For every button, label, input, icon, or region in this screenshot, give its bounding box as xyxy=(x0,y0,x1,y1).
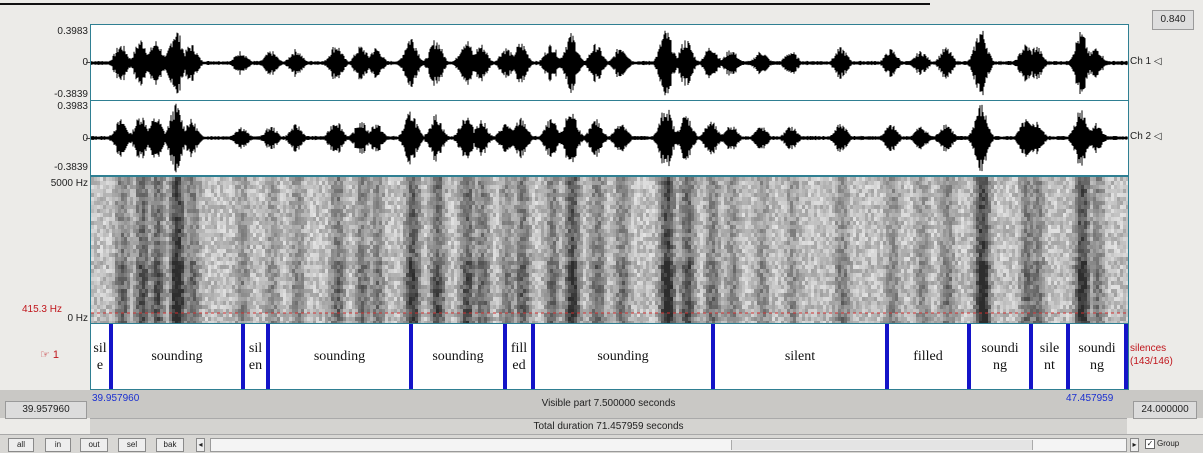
tier-interval-label-line2: ed xyxy=(511,357,527,374)
ch1-min-label: -0.3839 xyxy=(8,89,88,100)
ch1-waveform xyxy=(91,25,1128,101)
tier-interval-label-line1: sounding xyxy=(597,348,648,365)
interval-boundary[interactable] xyxy=(1124,324,1128,389)
tier-interval-label-line2: ng xyxy=(1078,357,1115,374)
tier-name-line2: (143/146) xyxy=(1130,355,1173,368)
bottom-toolbar: all in out sel bak ◂ ▸ ✓Group xyxy=(0,434,1203,453)
tier-interval-label-line1: soundi xyxy=(1078,340,1115,357)
tier-interval-label-line1: sounding xyxy=(151,348,202,365)
ch1-waveform-panel[interactable] xyxy=(90,24,1129,102)
ch2-zero-label: 0 xyxy=(8,133,88,144)
tier-interval[interactable]: silent xyxy=(715,324,885,389)
interval-boundary[interactable] xyxy=(885,324,889,389)
tier-pointer-icon: ☞ xyxy=(40,349,53,361)
tier-interval-label-line1: sounding xyxy=(314,348,365,365)
tier-interval-text: silent xyxy=(785,348,815,365)
interval-boundary[interactable] xyxy=(409,324,413,389)
zoom-all-button[interactable]: all xyxy=(8,438,34,452)
interval-boundary[interactable] xyxy=(266,324,270,389)
interval-boundary[interactable] xyxy=(1029,324,1033,389)
tier-interval-text: sounding xyxy=(151,348,202,365)
tier-interval-text: sounding xyxy=(314,348,365,365)
zoom-selection-button[interactable]: sel xyxy=(118,438,146,452)
left-outer-time[interactable]: 39.957960 xyxy=(5,401,87,419)
tier-interval-label-line1: sile xyxy=(1040,340,1059,357)
tier-interval-label-line2: e xyxy=(93,357,106,374)
tier-interval-label-line1: fill xyxy=(511,340,527,357)
zoom-out-button[interactable]: out xyxy=(80,438,108,452)
tier-interval-label-line1: sil xyxy=(93,340,106,357)
tier-interval-label-line1: sil xyxy=(249,340,262,357)
tier-interval-label-line1: filled xyxy=(913,348,943,365)
tier-interval[interactable]: sounding xyxy=(535,324,711,389)
spectrogram xyxy=(91,177,1128,323)
visible-end-time: 47.457959 xyxy=(1066,393,1113,404)
tier-interval-label-line2: en xyxy=(249,357,262,374)
zoom-in-button[interactable]: in xyxy=(45,438,71,452)
ch1-zero-label: 0 xyxy=(8,57,88,68)
tier-interval-label-line2: ng xyxy=(981,357,1018,374)
interval-boundary[interactable] xyxy=(531,324,535,389)
interval-boundary[interactable] xyxy=(109,324,113,389)
total-duration-label[interactable]: Total duration 71.457959 seconds xyxy=(90,418,1127,434)
ch2-waveform-panel[interactable] xyxy=(90,100,1129,176)
tier-interval[interactable]: sounding xyxy=(270,324,409,389)
tier-name[interactable]: silences (143/146) xyxy=(1130,342,1173,368)
group-checkbox[interactable]: ✓ xyxy=(1145,439,1155,449)
tier-number[interactable]: ☞ 1 xyxy=(40,348,59,361)
group-label: Group xyxy=(1157,439,1179,448)
interval-boundary[interactable] xyxy=(503,324,507,389)
spectrogram-top-label: 5000 Hz xyxy=(8,178,88,189)
tier-name-line1: silences xyxy=(1130,342,1173,355)
tier-interval[interactable]: sounding xyxy=(113,324,241,389)
scrollbar-thumb[interactable] xyxy=(731,440,1033,450)
ch2-waveform xyxy=(91,101,1128,175)
scroll-left-button[interactable]: ◂ xyxy=(196,438,205,452)
tier-interval-label-line1: silent xyxy=(785,348,815,365)
ch2-max-label: 0.3983 xyxy=(8,101,88,112)
horizontal-scrollbar[interactable] xyxy=(210,438,1127,452)
spectrogram-panel[interactable] xyxy=(90,176,1129,324)
ch2-min-label: -0.3839 xyxy=(8,162,88,173)
group-toggle[interactable]: ✓Group xyxy=(1145,438,1179,450)
tier-interval-label-line2: nt xyxy=(1040,357,1059,374)
tier-interval-label-line1: sounding xyxy=(432,348,483,365)
spectrogram-bottom-label: 0 Hz xyxy=(8,313,88,324)
tier-interval-label-line1: soundi xyxy=(981,340,1018,357)
right-outer-time[interactable]: 24.000000 xyxy=(1133,401,1197,419)
visible-part-label[interactable]: Visible part 7.500000 seconds xyxy=(90,398,1127,409)
tier-interval[interactable]: sounding xyxy=(413,324,503,389)
tier-interval-text: sounding xyxy=(432,348,483,365)
tier-interval-text: sounding xyxy=(597,348,648,365)
top-divider-line xyxy=(0,3,930,5)
ch1-max-label: 0.3983 xyxy=(8,26,88,37)
tier-interval-text: filled xyxy=(913,348,943,365)
scroll-right-button[interactable]: ▸ xyxy=(1130,438,1139,452)
tier-interval[interactable]: filled xyxy=(889,324,967,389)
interval-boundary[interactable] xyxy=(967,324,971,389)
interval-boundary[interactable] xyxy=(711,324,715,389)
cursor-time-display: 0.840 xyxy=(1152,10,1194,30)
ch1-label[interactable]: Ch 1 ◁ xyxy=(1130,56,1162,67)
interval-boundary[interactable] xyxy=(1066,324,1070,389)
interval-boundary[interactable] xyxy=(241,324,245,389)
ch2-label[interactable]: Ch 2 ◁ xyxy=(1130,131,1162,142)
zoom-back-button[interactable]: bak xyxy=(156,438,184,452)
tier-number-text: 1 xyxy=(53,349,59,361)
